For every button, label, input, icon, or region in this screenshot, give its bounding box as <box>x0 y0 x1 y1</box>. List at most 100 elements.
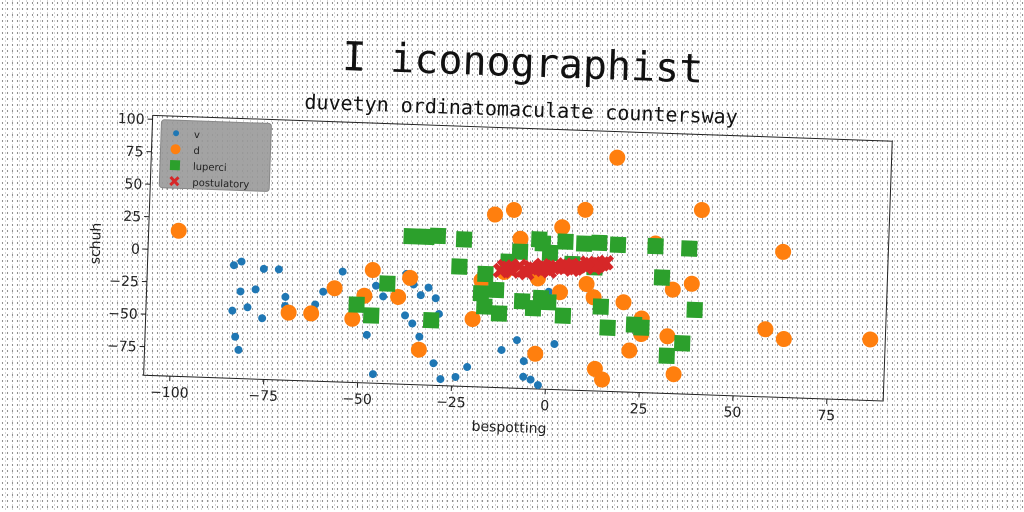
luperci-point <box>429 227 447 245</box>
v-point <box>424 283 433 292</box>
y-axis: 100 75 50 25 0 −25 −50 −75 <box>107 111 153 355</box>
luperci-point <box>472 285 490 302</box>
luperci-point <box>647 237 664 255</box>
x-tick-label: −100 <box>150 384 189 401</box>
luperci-point <box>403 228 420 245</box>
chart-title: I iconographist <box>341 34 704 93</box>
v-point <box>497 345 506 354</box>
postulatory-point <box>496 258 513 275</box>
v-point <box>236 287 245 296</box>
luperci-point <box>362 307 380 324</box>
v-point <box>258 314 267 323</box>
legend-label-v: v <box>194 130 200 141</box>
v-point <box>436 375 445 384</box>
x-tick-label: −50 <box>342 391 372 408</box>
luperci-point <box>575 235 593 252</box>
d-point <box>775 331 792 348</box>
legend-label-luperci: luperci <box>193 162 227 174</box>
y-tick-label: 50 <box>124 176 142 193</box>
v-point <box>234 345 243 354</box>
v-point <box>281 292 290 301</box>
y-tick-label: −25 <box>109 273 139 290</box>
postulatory-point <box>545 259 562 276</box>
x-tick-label: 50 <box>723 404 741 421</box>
luperci-point <box>455 231 473 248</box>
luperci-point <box>554 307 572 324</box>
postulatory-point <box>511 258 528 274</box>
postulatory-point <box>579 255 596 272</box>
d-point <box>364 262 381 279</box>
v-point <box>274 265 283 274</box>
luperci-point <box>653 269 671 286</box>
x-tick-label: 0 <box>540 398 549 414</box>
postulatory-point <box>567 260 584 276</box>
d-point <box>862 331 879 348</box>
d-point <box>594 371 611 388</box>
luperci-point <box>599 319 616 336</box>
v-point <box>512 336 521 345</box>
y-tick-label: 75 <box>125 144 143 161</box>
x-axis-label: bespotting <box>471 419 546 438</box>
v-point <box>243 303 252 312</box>
d-point <box>410 341 427 358</box>
d-point <box>505 201 522 218</box>
d-point <box>326 280 343 297</box>
luperci-point <box>379 275 396 292</box>
v-point <box>362 330 371 339</box>
y-tick-label: 25 <box>123 209 141 226</box>
d-point <box>390 288 407 305</box>
luperci-point <box>477 265 494 283</box>
luperci-point <box>490 305 508 322</box>
luperci-point <box>658 347 676 365</box>
luperci-point <box>534 235 552 252</box>
d-point <box>170 222 187 239</box>
v-point <box>431 294 440 303</box>
d-point <box>464 311 481 328</box>
x-tick-label: −25 <box>436 394 466 411</box>
legend-box <box>158 119 272 192</box>
legend-label-d: d <box>193 146 200 157</box>
x-tick-label: −75 <box>248 388 278 405</box>
y-axis-label: schuh <box>87 222 104 264</box>
luperci-point <box>673 335 691 352</box>
legend-marker-v <box>173 130 180 137</box>
d-point <box>554 219 571 236</box>
d-point <box>659 328 676 345</box>
luperci-point <box>451 258 468 275</box>
postulatory-point <box>522 259 539 276</box>
d-point <box>402 269 419 286</box>
legend-marker-postulatory <box>169 176 180 187</box>
x-tick-label: 75 <box>817 408 835 425</box>
d-point <box>303 305 320 322</box>
legend: vd luperci postulatory <box>158 119 272 192</box>
d-point <box>683 275 700 292</box>
luperci-point <box>422 311 440 329</box>
v-point <box>550 340 559 349</box>
luperci-point <box>633 319 650 336</box>
plot-frame <box>143 114 893 402</box>
luperci-point <box>686 301 703 319</box>
luperci-point <box>476 298 493 315</box>
v-point <box>533 381 542 390</box>
postulatory-point <box>556 257 573 273</box>
v-point <box>379 292 388 301</box>
postulatory-point <box>534 257 551 274</box>
d-point <box>621 342 638 359</box>
luperci-point <box>540 293 557 311</box>
luperci-point <box>487 281 505 299</box>
luperci-point <box>681 240 698 257</box>
d-point <box>609 149 626 166</box>
luperci-point <box>592 298 610 315</box>
d-point <box>578 276 595 293</box>
v-point <box>368 370 377 379</box>
v-point <box>251 285 260 294</box>
luperci-point <box>609 236 627 254</box>
luperci-point <box>557 233 574 250</box>
v-point <box>519 357 528 366</box>
y-tick-label: −50 <box>108 306 138 323</box>
y-tick-label: 100 <box>118 111 145 128</box>
luperci-point <box>348 296 365 313</box>
v-point <box>259 264 268 273</box>
postulatory-point <box>590 257 607 273</box>
d-point <box>487 206 504 223</box>
